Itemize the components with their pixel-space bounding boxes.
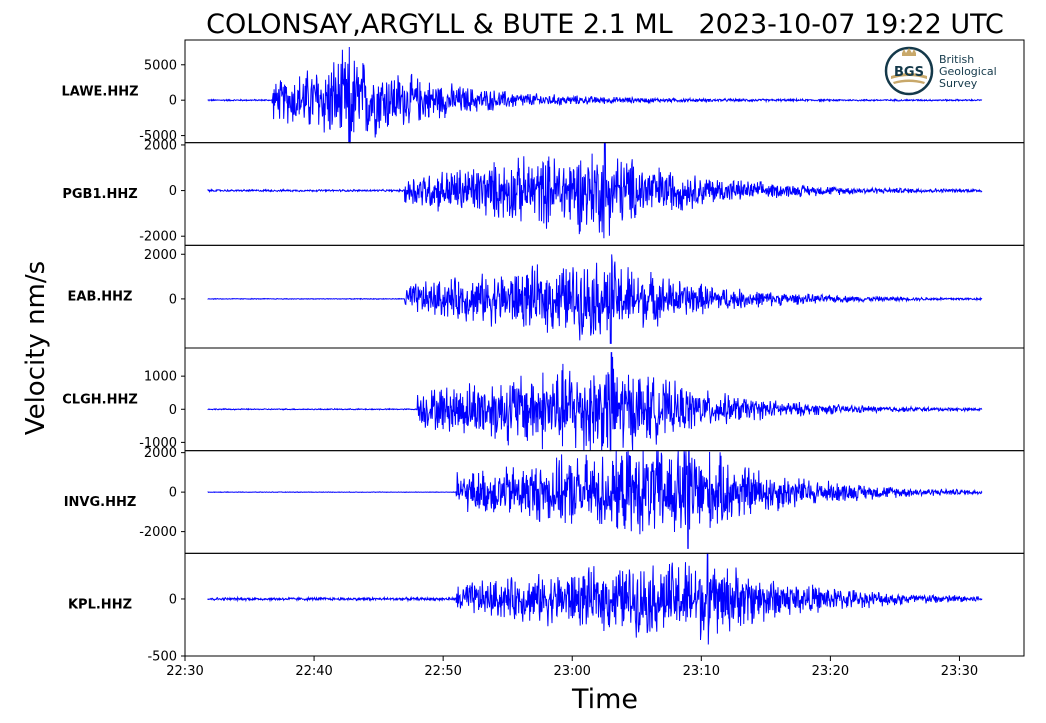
station-panels: LAWE.HHZ50000-5000PGB1.HHZ20000-2000EAB.… [61,39,1025,665]
x-axis-label: Time [571,684,638,715]
y-tick-label: -2000 [139,230,177,245]
trace-clgh-hhz [207,352,983,452]
trace-kpl-hhz [207,552,983,645]
chart-title: COLONSAY,ARGYLL & BUTE 2.1 ML 2023-10-07… [206,9,1004,40]
y-tick-label: 0 [169,184,177,199]
panel-eab-hhz: EAB.HHZ 2000 0 [68,244,1025,349]
y-tick-label: 0 [169,592,177,607]
station-label: PGB1.HHZ [62,187,137,202]
bgs-logo-mark: BGS [894,65,924,80]
station-label: LAWE.HHZ [61,84,138,99]
y-tick-label: -2000 [139,525,177,540]
x-tick-label: 23:30 [941,664,978,679]
y-tick-label: -5000 [139,129,177,144]
panel-lawe-hhz: LAWE.HHZ 5000 0 -5000 [61,39,1025,144]
y-tick-label: 2000 [144,446,177,461]
panel-clgh-hhz: CLGH.HHZ 1000 0 -1000 [62,347,1025,452]
y-axis-label: Velocity nm/s [21,261,51,435]
y-tick-label: 0 [169,292,177,307]
x-axis: 22:30 22:40 22:50 23:00 23:10 23:20 23:30 [166,656,978,679]
trace-lawe-hhz [207,46,983,144]
x-tick-label: 23:20 [812,664,849,679]
y-tick-label: 2000 [144,138,177,153]
x-tick-label: 23:10 [683,664,720,679]
y-tick-label: 0 [169,94,177,109]
bgs-logo-line-3: Survey [939,77,978,90]
x-tick-label: 22:40 [295,664,332,679]
y-tick-label: 2000 [144,248,177,263]
panel-invg-hhz: INVG.HHZ 2000 0 -2000 [64,446,1025,554]
bgs-logo-line-1: British [939,53,974,66]
y-tick-label: -1000 [139,436,177,451]
x-tick-label: 22:30 [166,664,203,679]
panel-kpl-hhz: KPL.HHZ 0 -500 [68,552,1025,665]
panel-frame [184,552,1025,657]
trace-pgb1-hhz [207,142,983,239]
bgs-logo: BGS British Geological Survey [884,46,997,96]
station-label: EAB.HHZ [68,290,133,305]
station-label: CLGH.HHZ [62,392,138,407]
station-label: KPL.HHZ [68,598,132,613]
station-label: INVG.HHZ [64,495,137,510]
trace-eab-hhz [207,254,983,344]
y-tick-label: 0 [169,403,177,418]
panel-pgb1-hhz: PGB1.HHZ 2000 0 -2000 [62,138,1025,246]
y-tick-label: 5000 [144,58,177,73]
x-tick-label: 23:00 [553,664,590,679]
y-tick-label: -500 [147,650,177,665]
x-tick-label: 22:50 [424,664,461,679]
trace-invg-hhz [207,450,983,549]
bgs-logo-line-2: Geological [939,65,997,78]
y-tick-label: 0 [169,486,177,501]
y-tick-label: 1000 [144,370,177,385]
